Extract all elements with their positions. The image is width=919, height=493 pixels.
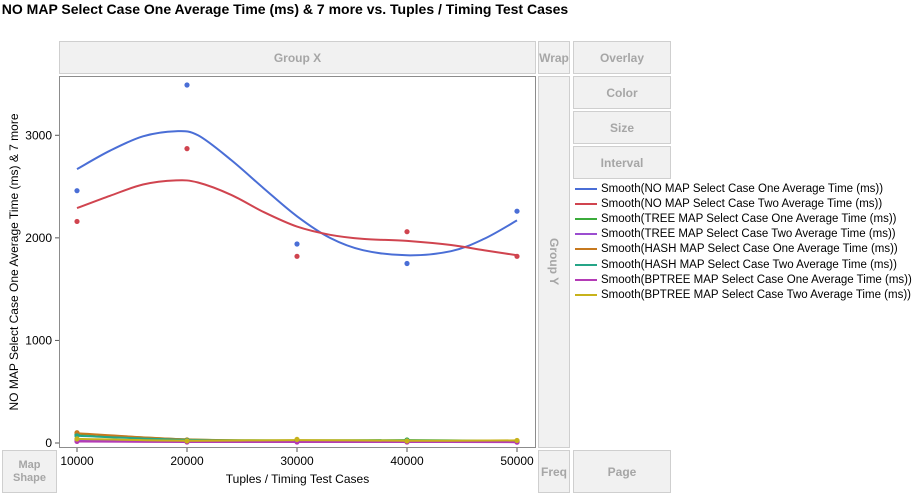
color-zone[interactable]: Color [573,76,671,109]
x-tick-label-0: 10000 [60,454,94,468]
legend-swatch-4 [575,248,597,251]
y-axis-label: NO MAP Select Case One Average Time (ms)… [7,113,21,411]
plot-frame [59,76,536,448]
legend-item-5[interactable]: Smooth(HASH MAP Select Case Two Average … [575,257,912,272]
legend-item-4[interactable]: Smooth(HASH MAP Select Case One Average … [575,242,912,257]
legend-swatch-7 [575,293,597,296]
legend-swatch-6 [575,278,597,281]
legend-item-6[interactable]: Smooth(BPTREE MAP Select Case One Averag… [575,272,912,287]
legend-item-0[interactable]: Smooth(NO MAP Select Case One Average Ti… [575,181,912,196]
legend-label-1: Smooth(NO MAP Select Case Two Average Ti… [601,197,883,210]
map-shape-zone[interactable]: Map Shape [2,450,57,493]
legend-swatch-2 [575,217,597,220]
legend-item-7[interactable]: Smooth(BPTREE MAP Select Case Two Averag… [575,287,912,302]
legend-swatch-3 [575,233,597,236]
legend-swatch-5 [575,263,597,266]
group-x-zone[interactable]: Group X [59,41,536,74]
legend-label-2: Smooth(TREE MAP Select Case One Average … [601,212,897,225]
y-tick-label-2: 2000 [25,231,52,245]
legend-swatch-1 [575,202,597,205]
group-y-zone[interactable]: Group Y [538,76,570,448]
legend-label-0: Smooth(NO MAP Select Case One Average Ti… [601,182,884,195]
x-tick-label-1: 20000 [170,454,204,468]
x-tick-label-2: 30000 [280,454,314,468]
legend: Smooth(NO MAP Select Case One Average Ti… [575,181,912,303]
x-tick-label-3: 40000 [390,454,424,468]
legend-item-2[interactable]: Smooth(TREE MAP Select Case One Average … [575,211,912,226]
size-zone[interactable]: Size [573,111,671,144]
page-zone[interactable]: Page [573,450,671,493]
x-axis-label: Tuples / Timing Test Cases [225,472,370,486]
legend-label-4: Smooth(HASH MAP Select Case One Average … [601,243,898,256]
legend-label-5: Smooth(HASH MAP Select Case Two Average … [601,258,897,271]
y-tick-label-0: 0 [45,436,52,450]
legend-label-3: Smooth(TREE MAP Select Case Two Average … [601,228,896,241]
freq-zone[interactable]: Freq [538,450,570,493]
overlay-zone[interactable]: Overlay [573,41,671,74]
y-tick-label-1: 1000 [25,333,52,347]
legend-item-3[interactable]: Smooth(TREE MAP Select Case Two Average … [575,227,912,242]
y-tick-label-3: 3000 [25,128,52,142]
legend-label-6: Smooth(BPTREE MAP Select Case One Averag… [601,273,912,286]
wrap-zone[interactable]: Wrap [538,41,570,74]
legend-label-7: Smooth(BPTREE MAP Select Case Two Averag… [601,288,911,301]
interval-zone[interactable]: Interval [573,146,671,179]
legend-swatch-0 [575,187,597,190]
legend-item-1[interactable]: Smooth(NO MAP Select Case Two Average Ti… [575,196,912,211]
x-tick-label-4: 50000 [500,454,534,468]
chart-title: NO MAP Select Case One Average Time (ms)… [1,1,569,17]
